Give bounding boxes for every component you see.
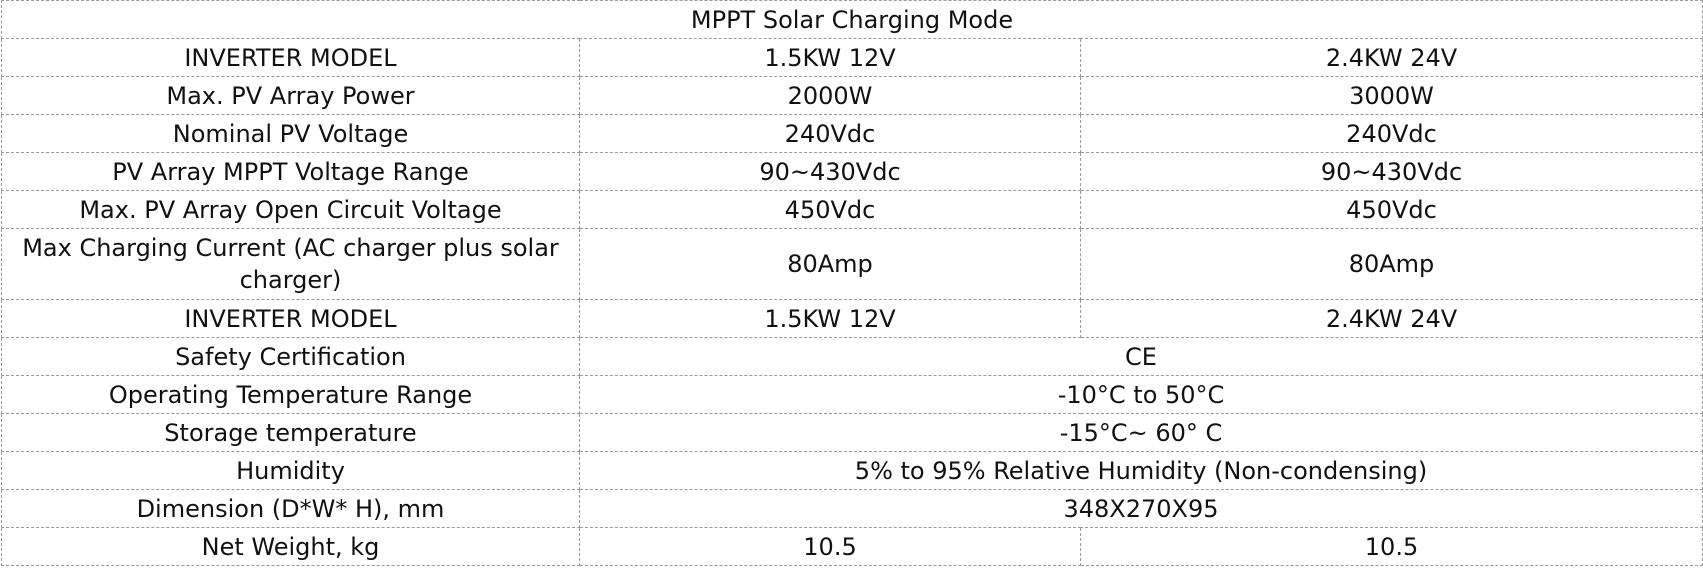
row-label: Net Weight, kg (1, 527, 580, 566)
shared-value: -15°C~ 60° C (578, 413, 1703, 452)
value-model-2: 80Amp (1079, 228, 1703, 300)
value-model-1: 240Vdc (579, 114, 1081, 153)
table-row: Storage temperature -15°C~ 60° C (1, 413, 1703, 452)
row-label: INVERTER MODEL (1, 299, 580, 338)
table-row: PV Array MPPT Voltage Range 90~430Vdc 90… (1, 152, 1703, 191)
row-label: Humidity (1, 451, 580, 490)
shared-value: CE (578, 337, 1703, 376)
row-label: Max. PV Array Power (1, 76, 580, 115)
value-model-1: 1.5KW 12V (579, 38, 1081, 77)
value-model-1: 10.5 (579, 527, 1081, 566)
row-label: Nominal PV Voltage (1, 114, 580, 153)
shared-value: 5% to 95% Relative Humidity (Non-condens… (578, 451, 1703, 490)
table-title: MPPT Solar Charging Mode (0, 0, 1703, 39)
table-row: INVERTER MODEL 1.5KW 12V 2.4KW 24V (1, 38, 1703, 77)
table-row: Operating Temperature Range -10°C to 50°… (1, 375, 1703, 414)
value-model-1: 1.5KW 12V (579, 299, 1081, 338)
shared-value: 348X270X95 (578, 489, 1703, 528)
value-model-1: 90~430Vdc (579, 152, 1081, 191)
table-row: Safety Certification CE (1, 337, 1703, 376)
value-model-2: 10.5 (1079, 527, 1703, 566)
value-model-2: 2.4KW 24V (1079, 299, 1703, 338)
table-row: Net Weight, kg 10.5 10.5 (1, 527, 1703, 566)
table-row: Max Charging Current (AC charger plus so… (1, 228, 1703, 300)
row-label: INVERTER MODEL (1, 38, 580, 77)
value-model-1: 450Vdc (579, 190, 1081, 229)
table-row: Max. PV Array Power 2000W 3000W (1, 76, 1703, 115)
value-model-1: 80Amp (579, 228, 1081, 300)
row-label: PV Array MPPT Voltage Range (1, 152, 580, 191)
table-row: Dimension (D*W* H), mm 348X270X95 (1, 489, 1703, 528)
row-label: Max Charging Current (AC charger plus so… (1, 228, 580, 300)
value-model-2: 450Vdc (1079, 190, 1703, 229)
table-row: INVERTER MODEL 1.5KW 12V 2.4KW 24V (1, 299, 1703, 338)
row-label: Max. PV Array Open Circuit Voltage (1, 190, 580, 229)
table-row: Max. PV Array Open Circuit Voltage 450Vd… (1, 190, 1703, 229)
value-model-2: 2.4KW 24V (1079, 38, 1703, 77)
shared-value: -10°C to 50°C (578, 375, 1703, 414)
value-model-2: 240Vdc (1079, 114, 1703, 153)
value-model-2: 3000W (1079, 76, 1703, 115)
row-label: Safety Certification (1, 337, 580, 376)
row-label: Operating Temperature Range (1, 375, 580, 414)
table-row: Humidity 5% to 95% Relative Humidity (No… (1, 451, 1703, 490)
row-label: Storage temperature (1, 413, 580, 452)
value-model-2: 90~430Vdc (1079, 152, 1703, 191)
row-label: Dimension (D*W* H), mm (1, 489, 580, 528)
value-model-1: 2000W (579, 76, 1081, 115)
table-title-row: MPPT Solar Charging Mode (0, 0, 1703, 39)
table-row: Nominal PV Voltage 240Vdc 240Vdc (1, 114, 1703, 153)
